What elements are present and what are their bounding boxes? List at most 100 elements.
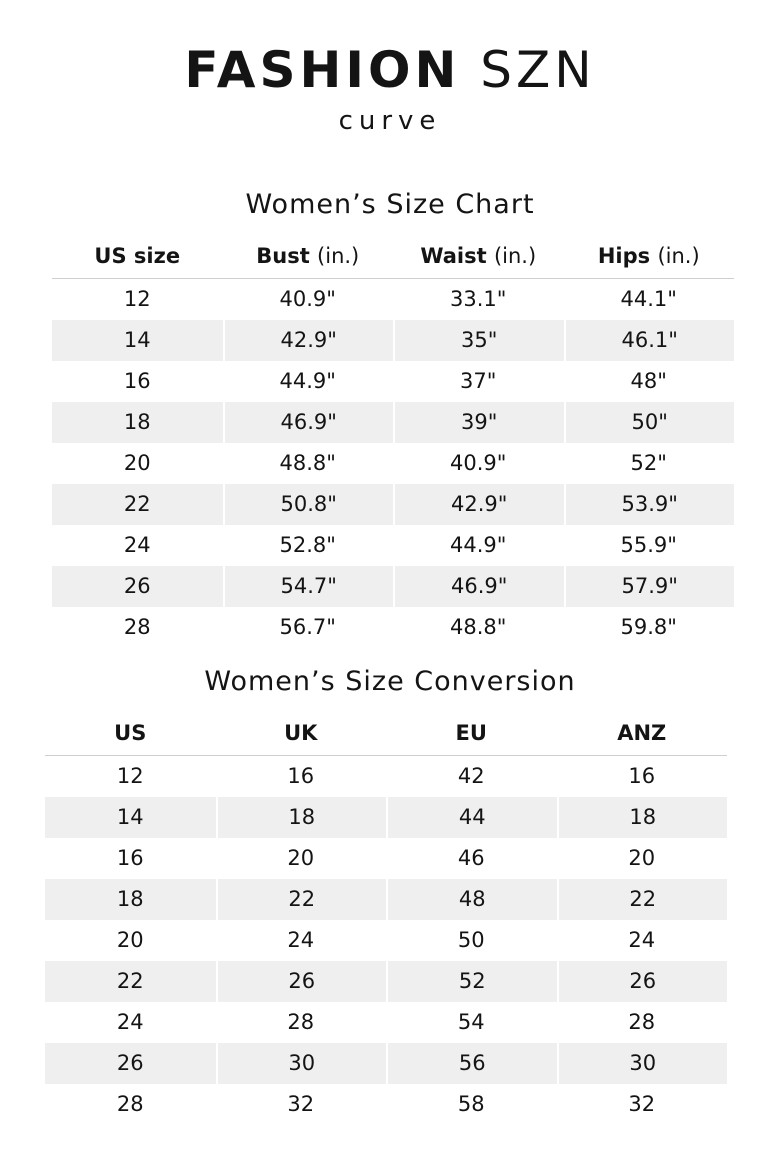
header-bust: Bust (in.) xyxy=(222,233,393,279)
table-cell: 16 xyxy=(287,764,315,788)
table-cell: 44.9" xyxy=(279,369,336,393)
table-cell: 12 xyxy=(123,287,151,311)
table-cell: 20 xyxy=(123,451,151,475)
table-cell: 50 xyxy=(457,928,485,952)
table-cell: 46.9" xyxy=(393,566,564,607)
table-cell: 20 xyxy=(116,928,144,952)
table-cell: 16 xyxy=(123,369,151,393)
table-cell: 24 xyxy=(116,1010,144,1034)
table-cell: 46.1" xyxy=(563,320,734,361)
table-row: 14 18 44 18 xyxy=(45,797,727,838)
table-cell: 22 xyxy=(215,879,386,920)
header-uk: UK xyxy=(215,710,386,756)
header-label: Bust xyxy=(256,243,310,268)
table-row: 26 54.7" 46.9" 57.9" xyxy=(52,566,734,607)
table-row: 16 44.9" 37" 48" xyxy=(52,361,734,402)
table-cell: 28 xyxy=(116,1092,144,1116)
table-cell: 26 xyxy=(52,566,223,607)
table-cell: 40.9" xyxy=(279,287,336,311)
table-cell: 42 xyxy=(457,764,485,788)
table-cell: 55.9" xyxy=(620,533,677,557)
table-cell: 35" xyxy=(393,320,564,361)
table-cell: 42.9" xyxy=(222,320,393,361)
table-cell: 39" xyxy=(393,402,564,443)
size-chart-header-row: US size Bust (in.) Waist (in.) Hips (in.… xyxy=(52,233,734,279)
table-row: 24 52.8" 44.9" 55.9" xyxy=(52,525,734,566)
table-cell: 28 xyxy=(287,1010,315,1034)
table-cell: 44.1" xyxy=(620,287,677,311)
size-conversion-table: US UK EU ANZ 12 16 42 16 14 18 44 18 16 20 46 20 18 2… xyxy=(45,710,727,1125)
size-chart-table: US size Bust (in.) Waist (in.) Hips (in.… xyxy=(52,233,734,648)
header-us-size: US size xyxy=(52,233,223,279)
table-cell: 26 xyxy=(556,961,727,1002)
size-chart-body: 12 40.9" 33.1" 44.1" 14 42.9" 35" 46.1" 16 44.9" 3… xyxy=(52,279,734,648)
table-cell: 30 xyxy=(556,1043,727,1084)
table-cell: 52.8" xyxy=(279,533,336,557)
header-label: Hips xyxy=(597,243,651,268)
table-row: 18 46.9" 39" 50" xyxy=(52,402,734,443)
table-cell: 24 xyxy=(123,533,151,557)
table-cell: 33.1" xyxy=(450,287,507,311)
brand-title: FASHION SZN xyxy=(0,40,780,100)
table-cell: 22 xyxy=(556,879,727,920)
table-cell: 54 xyxy=(457,1010,485,1034)
table-cell: 22 xyxy=(52,484,223,525)
table-cell: 42.9" xyxy=(393,484,564,525)
table-row: 20 24 50 24 xyxy=(45,920,727,961)
table-cell: 56 xyxy=(386,1043,557,1084)
header-unit: (in.) xyxy=(317,243,360,268)
table-cell: 12 xyxy=(116,764,144,788)
table-cell: 44 xyxy=(386,797,557,838)
header-hips: Hips (in.) xyxy=(563,233,734,279)
table-cell: 46.9" xyxy=(222,402,393,443)
table-cell: 32 xyxy=(628,1092,656,1116)
table-cell: 48.8" xyxy=(279,451,336,475)
table-cell: 18 xyxy=(215,797,386,838)
table-cell: 18 xyxy=(45,879,216,920)
table-cell: 20 xyxy=(287,846,315,870)
table-row: 22 50.8" 42.9" 53.9" xyxy=(52,484,734,525)
table-row: 14 42.9" 35" 46.1" xyxy=(52,320,734,361)
brand-subtitle: curve xyxy=(338,106,442,136)
brand-logo: FASHION SZN curve xyxy=(0,40,780,138)
table-row: 18 22 48 22 xyxy=(45,879,727,920)
table-cell: 16 xyxy=(116,846,144,870)
table-cell: 52" xyxy=(630,451,667,475)
table-row: 12 16 42 16 xyxy=(45,756,727,797)
table-cell: 37" xyxy=(460,369,497,393)
header-us: US xyxy=(45,710,216,756)
header-label: Waist xyxy=(420,243,487,268)
table-cell: 58 xyxy=(457,1092,485,1116)
table-cell: 59.8" xyxy=(620,615,677,639)
table-cell: 20 xyxy=(628,846,656,870)
header-waist: Waist (in.) xyxy=(393,233,564,279)
table-cell: 28 xyxy=(628,1010,656,1034)
size-conversion-title: Women’s Size Conversion xyxy=(204,666,576,697)
table-cell: 26 xyxy=(215,961,386,1002)
table-cell: 48" xyxy=(630,369,667,393)
table-row: 24 28 54 28 xyxy=(45,1002,727,1043)
table-cell: 14 xyxy=(52,320,223,361)
table-cell: 46 xyxy=(457,846,485,870)
table-cell: 22 xyxy=(45,961,216,1002)
table-cell: 50.8" xyxy=(222,484,393,525)
table-cell: 57.9" xyxy=(563,566,734,607)
table-row: 16 20 46 20 xyxy=(45,838,727,879)
table-row: 28 32 58 32 xyxy=(45,1084,727,1125)
table-cell: 40.9" xyxy=(450,451,507,475)
table-row: 20 48.8" 40.9" 52" xyxy=(52,443,734,484)
header-anz: ANZ xyxy=(556,710,727,756)
header-unit: (in.) xyxy=(657,243,700,268)
table-row: 12 40.9" 33.1" 44.1" xyxy=(52,279,734,320)
table-cell: 53.9" xyxy=(563,484,734,525)
table-cell: 18 xyxy=(556,797,727,838)
table-cell: 54.7" xyxy=(222,566,393,607)
table-row: 22 26 52 26 xyxy=(45,961,727,1002)
table-cell: 26 xyxy=(45,1043,216,1084)
table-cell: 48.8" xyxy=(450,615,507,639)
size-chart-title: Women’s Size Chart xyxy=(245,189,535,220)
table-cell: 56.7" xyxy=(279,615,336,639)
header-unit: (in.) xyxy=(493,243,537,268)
table-cell: 16 xyxy=(628,764,656,788)
size-conversion-body: 12 16 42 16 14 18 44 18 16 20 46 20 18 22 48 22 20 24 50 24… xyxy=(45,756,727,1125)
